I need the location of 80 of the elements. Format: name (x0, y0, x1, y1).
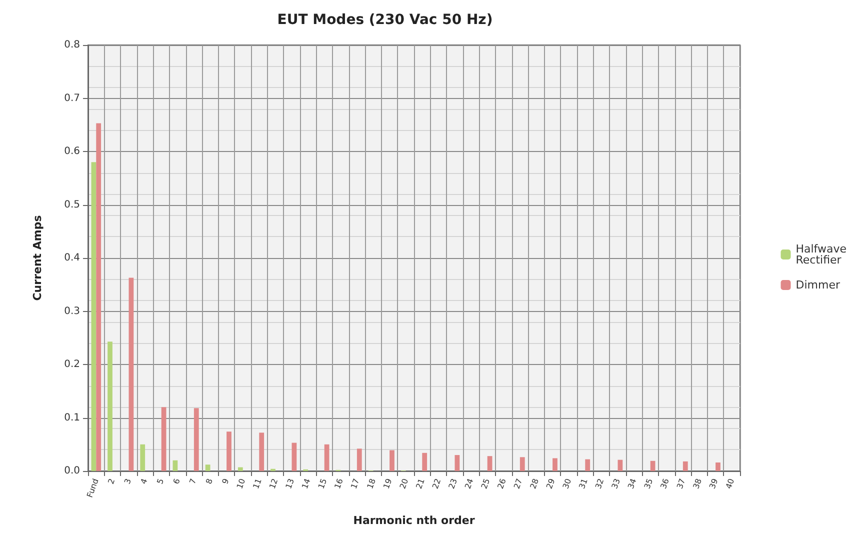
x-tick-label: 20 (398, 477, 410, 490)
y-tick-label: 0.1 (64, 412, 80, 424)
x-tick-label: 13 (284, 477, 296, 490)
x-tick-label: 6 (172, 477, 182, 486)
bar (91, 162, 96, 471)
legend-label: Dimmer (796, 278, 840, 292)
x-tick-label: 25 (480, 477, 492, 490)
x-tick-label: 34 (626, 477, 638, 490)
x-axis-title: Harmonic nth order (353, 514, 476, 527)
bar (487, 456, 492, 471)
bar (585, 459, 590, 471)
x-tick-label: 4 (139, 477, 150, 486)
x-tick-label: 9 (220, 477, 231, 486)
bar (238, 467, 243, 471)
x-tick-label: 28 (528, 477, 540, 490)
x-tick-label: 7 (188, 477, 198, 486)
y-tick-label: 0.4 (64, 252, 80, 264)
x-tick-label: 12 (268, 477, 280, 490)
x-tick-label: 18 (366, 477, 378, 490)
x-tick-label: 5 (155, 477, 166, 486)
bar (194, 408, 199, 471)
bar (390, 450, 394, 471)
x-tick-label: 10 (235, 477, 248, 490)
x-tick-label: 29 (544, 477, 557, 490)
bar (161, 407, 166, 471)
x-tick-label: 16 (332, 477, 345, 490)
x-tick-label: 23 (447, 477, 459, 490)
x-tick-label: 33 (610, 477, 622, 490)
bar (205, 464, 210, 471)
x-tick-label: 2 (106, 477, 117, 486)
bar (324, 444, 330, 471)
x-tick-label: 27 (512, 477, 524, 490)
x-tick-label: 26 (496, 477, 508, 490)
y-tick-label: 0.3 (64, 306, 80, 317)
bar (650, 460, 656, 471)
x-tick-label: 8 (204, 477, 214, 486)
y-tick-label: 0.5 (64, 199, 80, 210)
bar (259, 432, 264, 471)
y-tick-label: 0.0 (64, 466, 80, 476)
bar (716, 462, 720, 471)
bar (682, 461, 688, 471)
y-tick-label: 0.7 (64, 92, 80, 104)
x-tick-label: 14 (300, 477, 312, 490)
bar (172, 460, 178, 471)
y-axis-title: Current Amps (31, 214, 44, 301)
x-tick-label: 37 (675, 477, 688, 490)
x-tick-label: 19 (382, 477, 394, 490)
y-tick-label: 0.2 (64, 359, 80, 370)
x-tick-label: 15 (316, 477, 329, 490)
x-tick-label: 30 (561, 477, 574, 490)
bar (618, 460, 623, 471)
bar (140, 444, 146, 471)
chart-title: EUT Modes (230 Vac 50 Hz) (277, 12, 493, 28)
bar (454, 455, 460, 471)
x-tick-label: Fund (85, 477, 100, 499)
x-tick-label: 38 (692, 477, 704, 490)
y-tick-label: 0.8 (64, 40, 80, 50)
y-tick-label: 0.6 (64, 146, 80, 157)
x-tick-label: 32 (594, 477, 606, 490)
x-tick-label: 17 (349, 477, 362, 490)
bar (356, 448, 362, 471)
x-tick-label: 21 (414, 477, 426, 490)
bar (552, 458, 558, 471)
bar (108, 342, 112, 471)
bar (128, 278, 134, 471)
x-tick-label: 40 (724, 477, 736, 490)
legend-label: Halfwave Rectifier (796, 242, 850, 266)
bar (422, 452, 428, 471)
bar (520, 457, 525, 471)
x-tick-label: 39 (708, 477, 720, 490)
x-tick-label: 35 (642, 477, 655, 490)
x-tick-label: 24 (463, 477, 476, 490)
x-tick-label: 22 (430, 477, 443, 490)
bar (292, 442, 297, 471)
bar (96, 123, 102, 471)
x-tick-label: 31 (577, 477, 590, 490)
x-tick-label: 3 (122, 477, 133, 486)
bar (226, 432, 232, 471)
x-tick-label: 11 (251, 477, 264, 490)
x-tick-label: 36 (658, 477, 671, 490)
